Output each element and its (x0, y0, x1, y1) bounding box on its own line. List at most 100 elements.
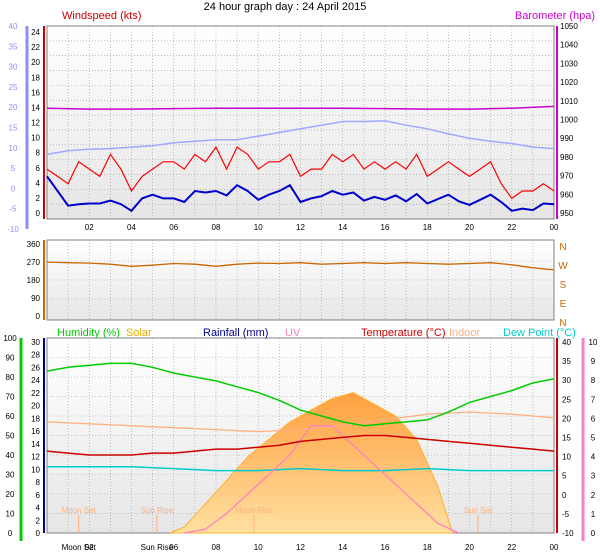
compass-label: E (560, 299, 567, 310)
tick-hour: 12 (296, 223, 305, 232)
tick-outer-left: -10 (7, 225, 19, 234)
tick-hour: 14 (338, 223, 347, 232)
tick-hour: 22 (507, 223, 516, 232)
series-average-wind (46, 175, 555, 213)
tick-temperature: 25 (562, 395, 571, 404)
series-uv (184, 425, 460, 534)
tick-rainfall: 26 (31, 363, 40, 372)
tick-rainfall: 4 (36, 504, 41, 513)
tick-hour-bottom: 20 (465, 543, 474, 552)
annotation-label: Sun Rise (141, 506, 174, 515)
tick-barometer: 1040 (560, 41, 578, 50)
legend-entry: Dew Point (°C) (503, 327, 576, 339)
tick-humidity: 0 (8, 529, 13, 538)
tick-windspeed: 0 (36, 209, 41, 218)
tick-humidity: 10 (6, 510, 15, 519)
tick-barometer: 1030 (560, 59, 578, 68)
legend-entry: Solar (126, 327, 152, 339)
tick-rainfall: 8 (36, 478, 41, 487)
panel-direction-series (46, 261, 555, 271)
tick-rainfall: 20 (31, 402, 40, 411)
tick-hour-bottom: 02 (85, 543, 94, 552)
tick-direction: 270 (27, 258, 41, 267)
tick-hour-bottom: 12 (296, 543, 305, 552)
tick-uv: 4 (591, 453, 596, 462)
tick-rainfall: 28 (31, 351, 40, 360)
tick-barometer: 1010 (560, 97, 578, 106)
tick-barometer: 1020 (560, 78, 578, 87)
tick-windspeed: 8 (36, 149, 41, 158)
tick-windspeed: 2 (36, 194, 41, 203)
tick-barometer: 960 (560, 190, 574, 199)
tick-rainfall: 12 (31, 453, 40, 462)
tick-hour-bottom: 16 (381, 543, 390, 552)
tick-rainfall: 6 (36, 491, 41, 500)
legend-entry: Temperature (°C) (361, 327, 445, 339)
tick-hour: 06 (169, 223, 178, 232)
tick-rainfall: 10 (31, 465, 40, 474)
series-dew-point (47, 465, 554, 472)
tick-outer-left: -5 (9, 205, 17, 214)
tick-uv: 5 (591, 434, 596, 443)
tick-direction: 180 (27, 276, 41, 285)
tick-barometer: 990 (560, 134, 574, 143)
tick-hour: 10 (254, 223, 263, 232)
panel-temp-ticks: 1009080706050403020100302826242220181614… (3, 334, 598, 552)
series-barometer (46, 105, 555, 110)
series-humidity (46, 362, 555, 427)
tick-direction: 360 (27, 240, 41, 249)
series-temperature-trace (46, 120, 555, 156)
tick-hour-bottom: Moon Set (62, 543, 97, 552)
tick-uv: 1 (591, 510, 596, 519)
tick-hour-bottom: 18 (423, 543, 432, 552)
tick-hour: 20 (465, 223, 474, 232)
tick-windspeed: 16 (31, 88, 40, 97)
tick-temperature: 20 (562, 414, 571, 423)
tick-windspeed: 6 (36, 164, 41, 173)
annotation-label: Moon Set (62, 506, 97, 515)
tick-temperature: 0 (562, 491, 567, 500)
compass-label: W (558, 261, 568, 272)
panel-temp-legend: Humidity (%) Solar Rainfall (mm) UV Temperat… (57, 327, 576, 339)
annotation-label: Sun Set (464, 506, 493, 515)
tick-hour-bottom: 08 (212, 543, 221, 552)
tick-hour: 00 (550, 223, 559, 232)
tick-barometer: 950 (560, 209, 574, 218)
tick-rainfall: 2 (36, 516, 41, 525)
annotation-label: Moon Rise (235, 506, 274, 515)
tick-outer-left: 25 (9, 83, 18, 92)
legend-entry: Humidity (%) (57, 327, 120, 339)
tick-hour: 16 (381, 223, 390, 232)
tick-hour-bottom: 22 (507, 543, 516, 552)
tick-barometer: 1050 (560, 22, 578, 31)
tick-uv: 0 (591, 529, 596, 538)
tick-windspeed: 22 (31, 43, 40, 52)
tick-hour: 02 (85, 223, 94, 232)
series-temperature (46, 434, 555, 456)
legend-windspeed: Windspeed (kts) (62, 10, 141, 22)
tick-uv: 7 (591, 395, 596, 404)
panel-wind-barometer: Windspeed (kts) Barometer (hpa) 40353025… (7, 10, 595, 234)
tick-humidity: 90 (6, 354, 15, 363)
legend-entry: UV (285, 327, 301, 339)
tick-windspeed: 10 (31, 134, 40, 143)
tick-windspeed: 12 (31, 119, 40, 128)
tick-hour-bottom: 06 (169, 543, 178, 552)
tick-hour: 04 (127, 223, 136, 232)
tick-hour-bottom: 10 (254, 543, 263, 552)
tick-uv: 9 (591, 357, 596, 366)
panel-wind-ticks: 4035302520151050-5-102422201816141210864… (7, 22, 578, 234)
tick-outer-left: 35 (9, 42, 18, 51)
tick-temperature: 35 (562, 357, 571, 366)
tick-rainfall: 22 (31, 389, 40, 398)
tick-outer-left: 0 (11, 184, 16, 193)
tick-rainfall: 30 (31, 338, 40, 347)
series-gust (46, 145, 555, 200)
tick-outer-left: 30 (9, 63, 18, 72)
tick-uv: 3 (591, 472, 596, 481)
compass-label: S (560, 280, 567, 291)
tick-temperature: 5 (562, 472, 567, 481)
